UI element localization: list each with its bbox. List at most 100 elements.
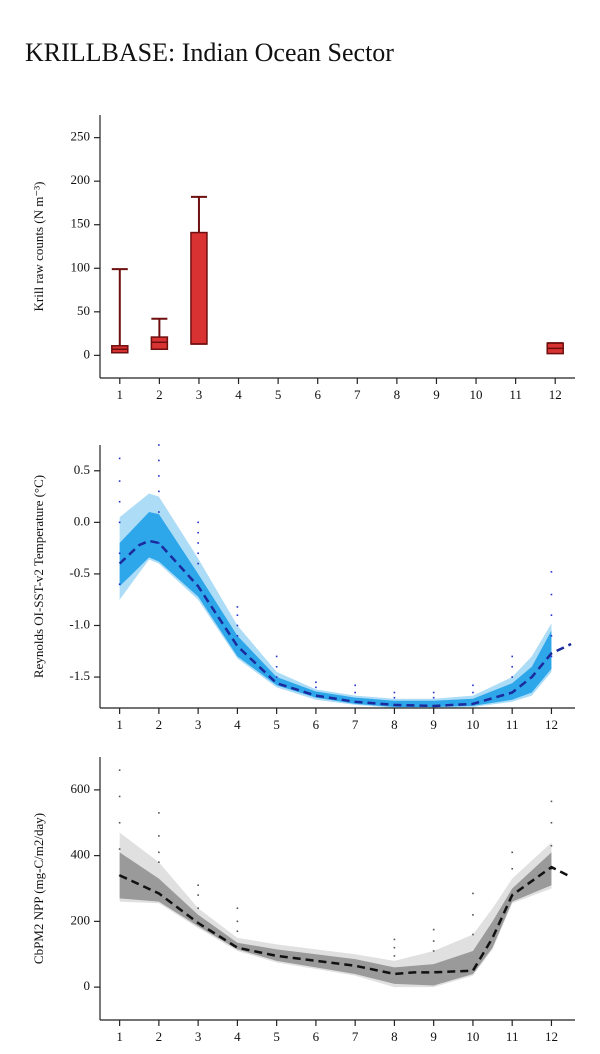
x-tick-label: 7 [352, 717, 359, 732]
observation-dot [550, 635, 553, 637]
band [119, 852, 552, 986]
x-tick-label: 2 [156, 387, 163, 402]
observation-dot [550, 593, 553, 596]
observation-dot [393, 946, 396, 949]
mean-line [118, 539, 572, 708]
observation-dot [315, 686, 317, 689]
observation-dot [472, 914, 474, 916]
y-tick-label: 0 [84, 346, 91, 361]
observation-dot [158, 511, 160, 513]
observation-dot [118, 500, 121, 503]
x-tick-label: 10 [470, 387, 483, 402]
x-tick-label: 12 [545, 717, 558, 732]
x-tick-label: 3 [195, 1029, 202, 1044]
observation-dot [197, 552, 199, 555]
x-tick-label: 5 [275, 387, 282, 402]
x-tick-label: 7 [352, 1029, 359, 1044]
observation-dot [432, 940, 435, 942]
observation-dot [472, 684, 474, 687]
y-tick-label: -0.5 [69, 565, 90, 580]
observation-dot [158, 459, 160, 462]
observation-dot [158, 475, 160, 477]
x-axis-label: Monthly data distribution & variability [236, 423, 439, 438]
observation-dot [511, 867, 513, 870]
y-tick-label: 200 [71, 912, 91, 927]
y-tick-label: 50 [77, 303, 90, 318]
band [119, 832, 552, 988]
observation-dot [197, 884, 199, 887]
x-tick-label: 11 [509, 387, 522, 402]
observation-dot [550, 571, 553, 573]
observation-dot [393, 955, 396, 957]
observation-dot [550, 800, 553, 803]
observation-dot [354, 691, 356, 694]
observation-dot [432, 696, 435, 699]
observation-dot [550, 844, 553, 847]
observation-dot [236, 606, 239, 608]
box [150, 336, 169, 351]
observation-dot [393, 696, 396, 699]
x-tick-label: 8 [391, 717, 398, 732]
y-tick-label: 100 [71, 259, 91, 274]
x-tick-label: 6 [313, 1029, 320, 1044]
observation-dot [472, 892, 474, 895]
x-tick-label: 10 [466, 1029, 479, 1044]
x-tick-label: 9 [430, 717, 437, 732]
y-tick-label: 150 [71, 216, 91, 231]
observation-dot [197, 907, 199, 910]
x-tick-label: 4 [234, 717, 241, 732]
observation-dot [236, 930, 239, 933]
observation-dot [472, 691, 474, 694]
x-tick-label: 6 [313, 717, 320, 732]
x-tick-label: 11 [506, 1029, 519, 1044]
box [190, 231, 208, 345]
y-tick-label: 600 [71, 781, 91, 796]
observation-dot [275, 676, 278, 678]
chart-panel: -1.5-1.0-0.50.00.51 2 3 4 5 6 7 8 9 10 11 12Reynold… [31, 444, 575, 732]
observation-dot [118, 583, 121, 586]
observation-dot [158, 444, 160, 446]
observation-dot [432, 950, 435, 952]
observation-dot [118, 769, 121, 771]
x-tick-label: 8 [394, 387, 401, 402]
y-tick-label: -1.5 [69, 668, 90, 683]
observation-dot [236, 624, 239, 627]
observation-dot [197, 894, 199, 896]
observation-dot [275, 655, 278, 658]
observation-dot [236, 635, 239, 637]
observation-dot [393, 691, 396, 694]
x-tick-label: 12 [545, 1029, 558, 1044]
band [119, 512, 552, 707]
observation-dot [432, 928, 435, 931]
observation-dot [118, 552, 121, 555]
x-tick-label: 3 [195, 717, 202, 732]
observation-dot [511, 676, 513, 678]
observation-dot [118, 521, 121, 524]
mean-line [119, 865, 572, 976]
observation-dot [511, 665, 513, 668]
x-tick-label: 4 [235, 387, 242, 402]
x-tick-label: 8 [391, 1029, 398, 1044]
x-tick-label: 9 [430, 1029, 437, 1044]
observation-dot [472, 933, 474, 936]
y-tick-label: 200 [71, 172, 91, 187]
observation-dot [118, 480, 121, 482]
observation-dot [158, 861, 160, 863]
observation-dot [118, 848, 121, 850]
observation-dot [158, 490, 160, 493]
x-tick-label: 11 [506, 717, 519, 732]
y-tick-label: 250 [71, 129, 91, 144]
observation-dot [393, 938, 396, 941]
band [119, 493, 552, 708]
x-tick-label: 10 [466, 717, 479, 732]
observation-dot [550, 821, 553, 824]
y-tick-label: 0 [84, 978, 91, 993]
x-tick-label: 3 [196, 387, 203, 402]
y-tick-label: -1.0 [69, 616, 90, 631]
page-title: KRILLBASE: Indian Ocean Sector [25, 38, 394, 67]
observation-dot [550, 614, 553, 616]
observation-dot [236, 614, 239, 616]
y-tick-label: 0.0 [74, 513, 90, 528]
y-axis-label: Reynolds OI-SST-v2 Temperature (°C) [31, 475, 46, 678]
observation-dot [197, 562, 199, 565]
